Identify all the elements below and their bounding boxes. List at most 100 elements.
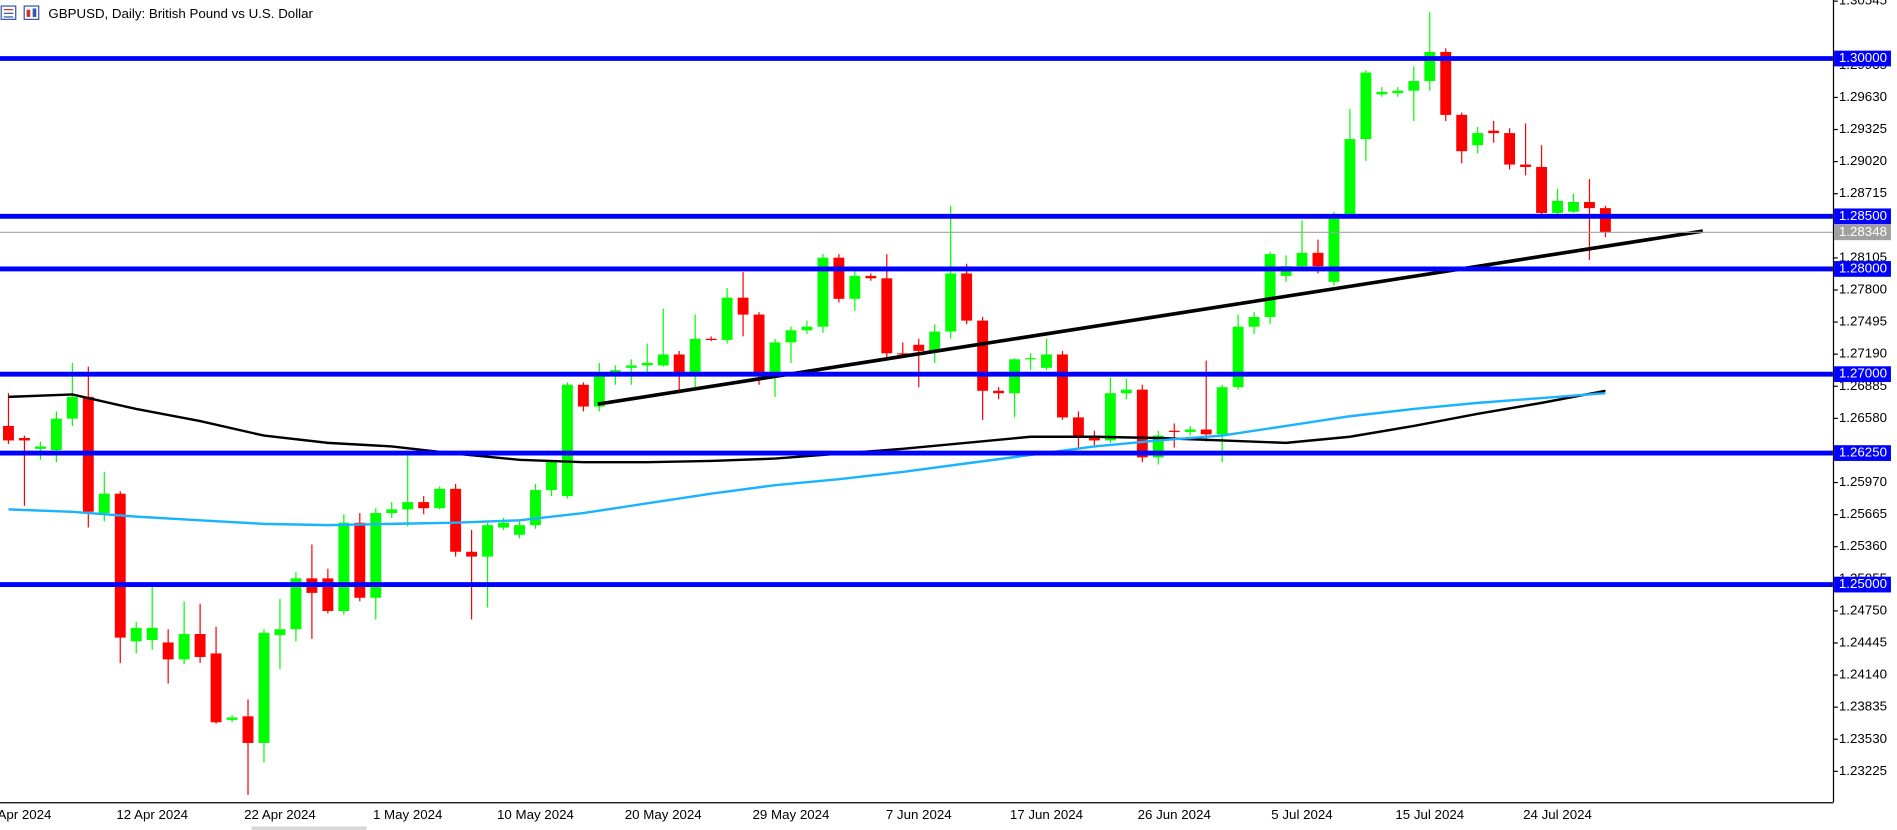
level-label: 1.25000 <box>1839 576 1887 591</box>
candle-body <box>338 522 350 611</box>
candle-body <box>1168 430 1180 432</box>
candle-body <box>1424 51 1436 82</box>
candle-body <box>961 273 973 321</box>
candle-body <box>274 629 286 636</box>
candle-body <box>322 578 334 611</box>
chart-title: GBPUSD, Daily: British Pound vs U.S. Dol… <box>48 6 313 21</box>
candle-body <box>737 297 749 315</box>
candle-body <box>705 338 717 341</box>
candle-body <box>721 297 733 340</box>
candle-body <box>1456 114 1468 152</box>
candle-body <box>114 493 126 638</box>
x-tick-label: 12 Apr 2024 <box>116 807 188 822</box>
candle-body <box>226 717 238 720</box>
x-tick-label: 17 Jun 2024 <box>1010 807 1083 822</box>
y-tick-label: 1.23225 <box>1839 763 1887 778</box>
candle-body <box>1200 429 1212 435</box>
candle-body <box>290 578 302 630</box>
candle-body <box>498 522 509 528</box>
candle-body <box>1120 389 1132 394</box>
candle-body <box>689 338 701 376</box>
x-tick-label: 7 Jun 2024 <box>886 807 952 822</box>
candle-body <box>66 396 78 419</box>
candle-body <box>881 278 893 354</box>
candle-body <box>1344 139 1356 215</box>
candle-body <box>769 342 781 376</box>
y-tick-label: 1.24140 <box>1839 667 1887 682</box>
candle-body <box>1520 164 1532 167</box>
candle-body <box>785 330 797 343</box>
candle-body <box>1152 435 1164 458</box>
candle-body <box>817 257 829 327</box>
level-label: 1.30000 <box>1839 50 1887 65</box>
level-label-box <box>1834 366 1891 383</box>
candle-body <box>130 627 142 642</box>
candle-body <box>1408 81 1420 91</box>
candle-body <box>1568 202 1579 212</box>
candle-body <box>929 331 941 351</box>
y-tick-label: 1.29020 <box>1839 153 1887 168</box>
x-tick-label: 5 Jul 2024 <box>1271 807 1332 822</box>
candle-body <box>194 634 206 657</box>
level-label-box <box>1834 261 1891 277</box>
candle-body <box>1057 354 1068 418</box>
y-tick-label: 1.27190 <box>1839 346 1887 361</box>
candle-body <box>561 384 573 497</box>
candle-body <box>418 502 430 509</box>
candle-body <box>1584 202 1595 209</box>
candle-body <box>1184 429 1196 432</box>
candle-body <box>354 522 366 598</box>
candle-body <box>1216 387 1228 435</box>
candle-body <box>625 365 637 368</box>
candle-body <box>1025 358 1036 360</box>
candle-body <box>1360 72 1372 140</box>
level-label: 1.28500 <box>1839 208 1887 223</box>
candle-body <box>1536 166 1547 213</box>
x-tick-label: 10 May 2024 <box>497 807 574 822</box>
candle-body <box>146 627 158 641</box>
y-tick-label: 1.29630 <box>1839 89 1887 104</box>
moving-average <box>8 391 1606 527</box>
level-label-box <box>1834 208 1891 225</box>
x-tick-label: 15 Jul 2024 <box>1395 807 1464 822</box>
candle-body <box>434 488 446 509</box>
candle-body <box>1312 252 1324 267</box>
candle-body <box>1248 317 1260 327</box>
x-tick-label: 26 Jun 2024 <box>1138 807 1211 822</box>
candle-body <box>3 425 14 441</box>
candle-body <box>466 551 478 557</box>
icon-bar <box>26 9 31 17</box>
candle-body <box>98 493 110 514</box>
y-tick-label: 1.29325 <box>1839 121 1887 136</box>
level-label-box <box>1834 50 1891 67</box>
y-tick-label: 1.23530 <box>1839 731 1887 746</box>
y-tick-label: 1.27495 <box>1839 314 1887 329</box>
candle-body <box>833 257 845 299</box>
candle-body <box>1328 214 1340 282</box>
y-tick-label: 1.24445 <box>1839 634 1887 649</box>
plot-area <box>0 12 1833 795</box>
y-tick-label: 1.28105 <box>1839 249 1887 264</box>
candle-body <box>514 525 525 535</box>
candle-body <box>1072 417 1084 436</box>
candle-body <box>977 320 989 391</box>
candle-body <box>18 438 30 441</box>
x-tick-label: 1 May 2024 <box>373 807 442 822</box>
current-price-label: 1.28348 <box>1839 224 1887 239</box>
candle-body <box>673 354 685 376</box>
candle-body <box>1392 90 1404 94</box>
level-label: 1.28000 <box>1839 260 1887 275</box>
x-tick-label: 20 May 2024 <box>625 807 702 822</box>
scrollbar <box>251 826 367 830</box>
candle-body <box>1296 252 1308 267</box>
y-tick-label: 1.23835 <box>1839 699 1887 714</box>
candle-body <box>849 275 861 299</box>
candle-body <box>993 390 1005 394</box>
candle-body <box>641 362 653 366</box>
x-tick-label: 24 Jul 2024 <box>1523 807 1592 822</box>
candle-body <box>50 418 62 451</box>
candle-body <box>1552 200 1563 213</box>
candle-body <box>945 273 957 332</box>
symbol-icon <box>0 5 40 20</box>
candle-body <box>450 488 462 552</box>
